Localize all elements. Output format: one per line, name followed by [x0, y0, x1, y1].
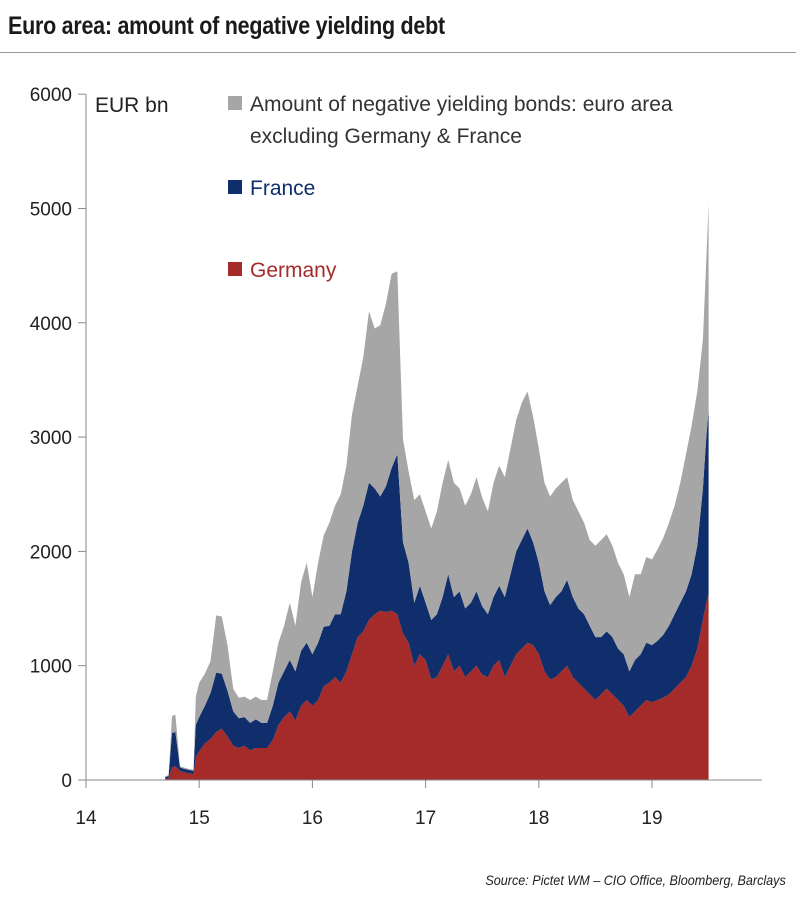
area-series-group	[165, 203, 709, 780]
x-tick-label: 16	[302, 808, 323, 829]
legend-swatch-france	[228, 180, 242, 194]
y-tick-label: 5000	[30, 200, 72, 221]
area-series-france	[165, 409, 709, 779]
y-tick-label: 1000	[30, 657, 72, 678]
legend-label-others: Amount of negative yielding bonds: euro …	[250, 93, 673, 116]
source-note: Source: Pictet WM – CIO Office, Bloomber…	[485, 872, 786, 888]
legend: Amount of negative yielding bonds: euro …	[228, 93, 673, 282]
x-tick-label: 19	[641, 808, 662, 829]
title-divider	[0, 52, 796, 53]
x-tick-label: 17	[415, 808, 436, 829]
legend-swatch-germany	[228, 262, 242, 276]
legend-swatch-others	[228, 96, 242, 110]
y-tick-label: 6000	[30, 85, 72, 106]
x-tick-label: 18	[528, 808, 549, 829]
area-series-others	[165, 203, 709, 778]
y-tick-label: 4000	[30, 314, 72, 335]
area-series-germany	[165, 594, 709, 780]
unit-label: EUR bn	[95, 94, 169, 117]
legend-label-germany: Germany	[250, 259, 337, 282]
chart-title: Euro area: amount of negative yielding d…	[8, 12, 445, 40]
legend-label-others: excluding Germany & France	[250, 125, 522, 148]
x-tick-label: 14	[75, 808, 97, 829]
y-tick-label: 0	[61, 771, 72, 792]
legend-label-france: France	[250, 177, 315, 200]
y-tick-label: 2000	[30, 542, 72, 563]
y-tick-label: 3000	[30, 428, 72, 449]
x-tick-label: 15	[189, 808, 210, 829]
axes-group: 0 1000 2000 3000 4000 5000 6000 14 15 16 17 18 19	[30, 85, 762, 829]
